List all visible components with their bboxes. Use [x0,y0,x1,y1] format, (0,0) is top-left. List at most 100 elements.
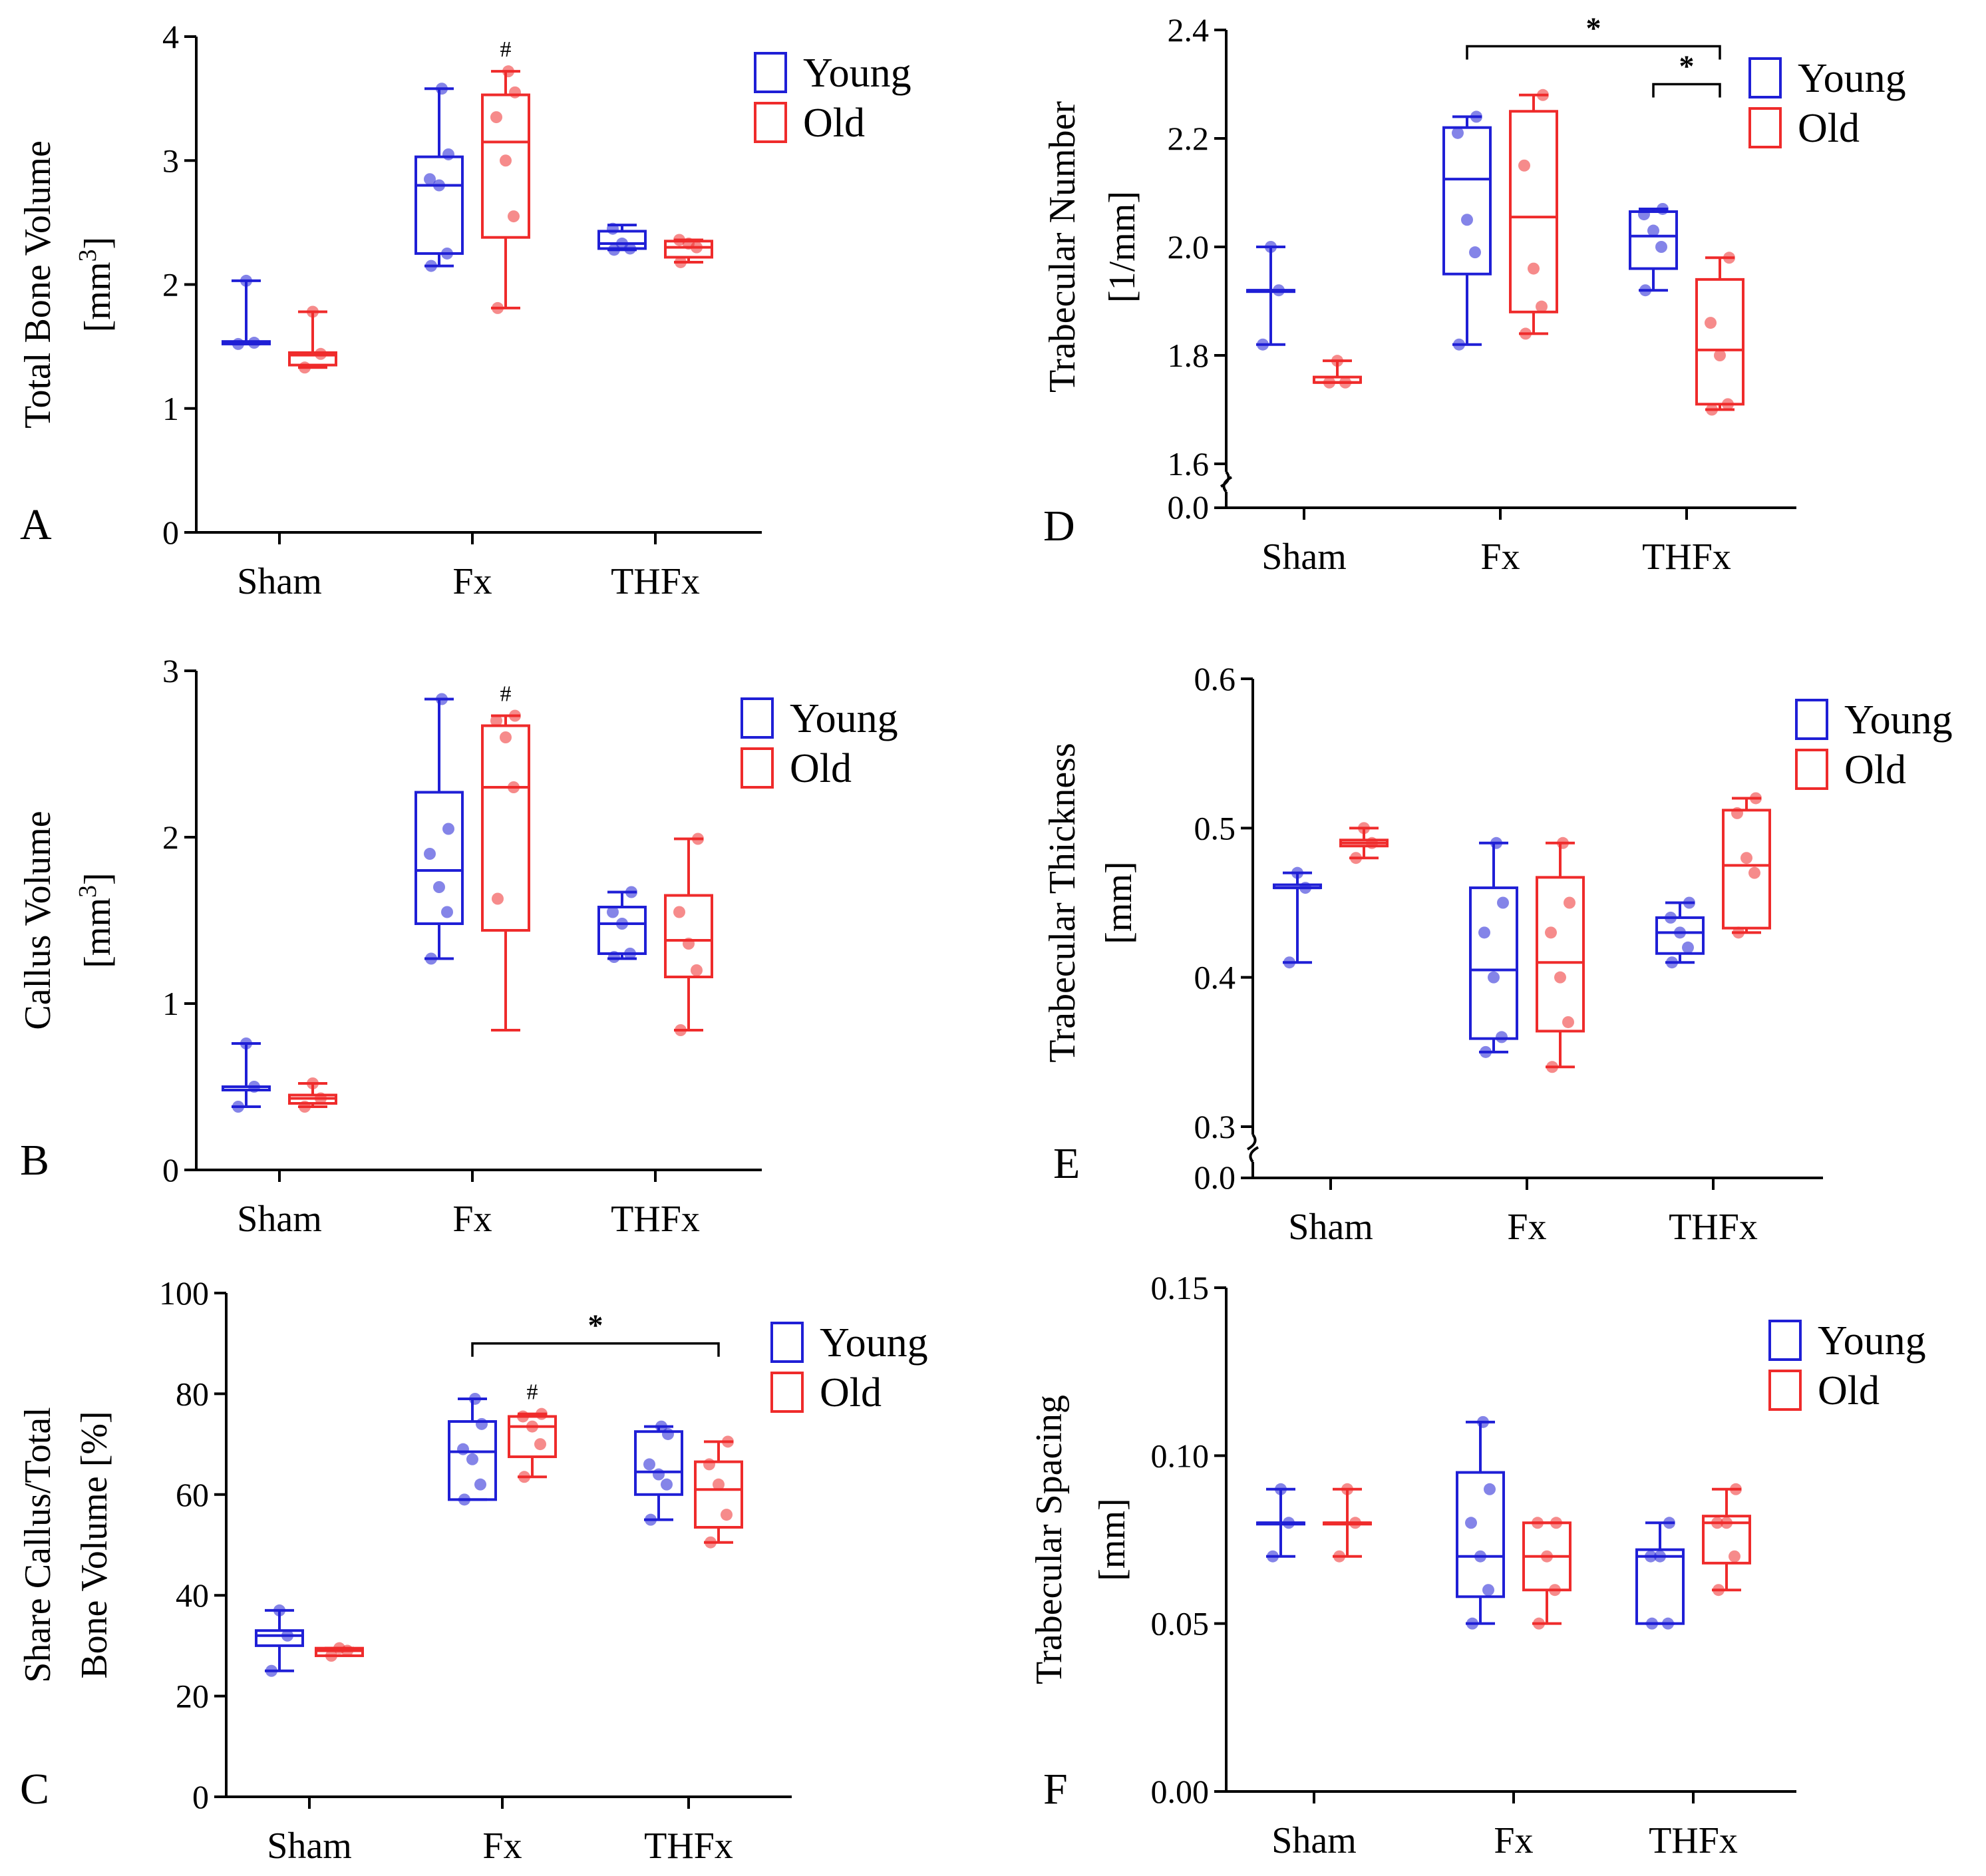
significance-bracket: * [1466,11,1721,60]
x-tick-label-sham: Sham [237,561,322,602]
bracket-line [1466,45,1721,60]
x-tick-label-fx: Fx [1480,536,1520,578]
panel-letter-f: F [1043,1765,1068,1813]
y-tick-label: 2 [162,266,179,303]
box-iqr [1629,210,1678,270]
data-point [1358,822,1370,835]
data-point [1331,355,1343,367]
box-young-sham [1246,241,1295,351]
box-young-thfx [1635,1517,1685,1630]
data-point [655,1420,667,1433]
y-axis-title: Total Bone Volume [mm3] [17,140,118,429]
data-point [722,1435,734,1448]
legend-swatch-old [754,102,787,143]
box-iqr [664,894,713,978]
data-point [1537,89,1549,101]
data-point [703,1458,715,1471]
data-point [1470,110,1482,123]
data-point [1323,376,1335,389]
x-tick-label-sham: Sham [237,1199,322,1240]
y-tick-label: 0 [162,1151,179,1189]
y-axis-title-line1: Total Bone Volume [17,140,59,429]
x-tick-label-sham: Sham [1288,1207,1373,1248]
data-point [683,938,695,950]
legend-swatch-young [770,1322,804,1363]
y-axis-title-line1: Trabecular Thickness [1042,743,1083,1063]
data-point [1731,807,1743,819]
data-point [526,1420,538,1433]
data-point [1461,214,1473,226]
y-axis-unit: [mm [77,898,118,968]
x-tick-label-thfx: THFx [1642,536,1731,578]
box-iqr [1456,1471,1505,1598]
box-iqr [1722,809,1771,930]
x-tick-label-sham: Sham [1271,1820,1357,1861]
data-point [1349,1517,1361,1529]
data-point [1549,1584,1561,1596]
data-point [1291,866,1303,879]
data-point [1350,852,1362,864]
box-old-fx [481,709,530,1032]
data-point [691,964,703,976]
data-point [1682,941,1694,954]
box-young-fx [414,83,464,272]
legend-swatch-young [741,697,774,739]
data-point [500,154,512,167]
data-point [433,881,445,893]
y-tick-label: 2.4 [1168,11,1210,49]
data-point [1546,1061,1558,1073]
hash-significance-mark: # [500,682,512,707]
box-young-thfx [597,222,647,256]
data-point [673,234,685,246]
y-tick-label: 0.10 [1151,1437,1210,1474]
y-tick-label: 1 [162,985,179,1022]
data-point [333,1642,345,1654]
data-point [705,1536,717,1549]
data-point [425,260,437,272]
x-tick-label-thfx: THFx [644,1825,733,1867]
data-point [1528,262,1540,275]
data-point [424,173,436,186]
x-tick-label-sham: Sham [267,1825,352,1867]
data-point [1257,338,1269,351]
significance-bracket: * [471,1308,720,1357]
data-point [500,731,512,743]
y-tick-label: 0.6 [1194,660,1236,697]
data-point [675,1024,687,1036]
data-point [248,1081,260,1093]
x-tick-label-fx: Fx [1507,1207,1546,1248]
legend-swatch-old [741,747,774,789]
data-point [607,906,619,918]
data-point [1453,338,1465,351]
data-point [1657,202,1669,215]
data-point [436,693,448,705]
data-point [713,1478,725,1491]
data-point [1750,792,1762,805]
y-tick-label: 0.05 [1151,1605,1210,1642]
y-axis-title-line2: [mm] [1092,1498,1133,1581]
data-point [1713,1584,1725,1596]
data-point [1452,126,1464,139]
y-axis-title: Trabecular Thickness [mm] [1042,743,1140,1063]
legend-swatch-old [1768,1370,1802,1411]
data-point [1541,1550,1553,1563]
box-young-sham [1273,866,1322,969]
data-point [433,179,445,192]
significance-star: * [588,1308,603,1342]
data-point [1341,1483,1353,1495]
box-young-fx [1469,837,1518,1058]
data-point [307,305,319,318]
data-point [1706,403,1718,416]
data-point [232,1101,244,1113]
data-point [476,1417,488,1430]
axis-break-mark [1246,1133,1257,1151]
y-tick-label: 2.2 [1168,120,1210,157]
y-axis-title: Share Callus/Total Bone Volume [%] [17,1407,115,1682]
x-tick-label-fx: Fx [452,1199,492,1240]
y-tick-label: 4 [162,18,179,55]
box-old-fx [508,1407,557,1483]
box-young-sham [1256,1483,1305,1563]
